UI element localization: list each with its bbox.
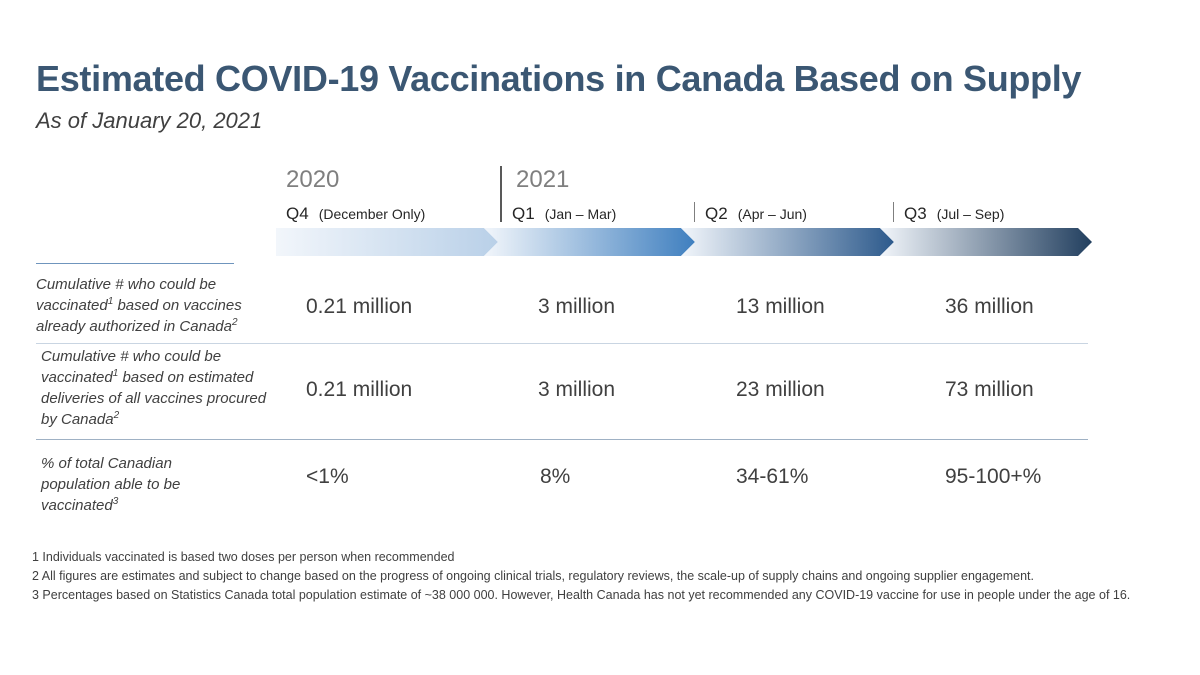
quarter-name: Q1: [512, 204, 535, 223]
quarter-range: (Jul – Sep): [936, 206, 1005, 222]
year-2021-label: 2021: [516, 166, 570, 193]
quarter-name: Q4: [286, 204, 309, 223]
value-cell: 0.21 million: [306, 295, 413, 318]
quarter-range: (Apr – Jun): [737, 206, 807, 222]
value-cell: 95-100+%: [945, 465, 1042, 488]
row-label-text: Cumulative # who could be vaccinated: [36, 276, 217, 314]
footnote-ref: 1: [112, 368, 119, 379]
value-cell: 3 million: [538, 378, 616, 401]
footnote-ref: 2: [113, 410, 120, 421]
timeline-arrows: [276, 228, 1092, 256]
year-divider: [500, 166, 502, 222]
value-cell: <1%: [306, 465, 349, 488]
timeline-arrow-q2: [681, 228, 894, 256]
footnote-ref: 1: [107, 296, 114, 307]
value-cell: 13 million: [736, 295, 825, 318]
quarter-header-q1: Q1 (Jan – Mar): [512, 204, 616, 224]
timeline-arrow-q4: [276, 228, 498, 256]
row-label-text: based on estimated deliveries of all vac…: [41, 369, 267, 428]
quarter-header-q4: Q4 (December Only): [286, 204, 425, 224]
page-title: Estimated COVID-19 Vaccinations in Canad…: [36, 58, 1082, 99]
value-cell: 36 million: [945, 295, 1034, 318]
quarter-header-q2: Q2 (Apr – Jun): [705, 204, 807, 224]
row-label-authorized: Cumulative # who could be vaccinated1 ba…: [36, 274, 268, 337]
timeline-arrow-q3: [880, 228, 1092, 256]
row-divider: [36, 343, 1088, 344]
page-subtitle: As of January 20, 2021: [36, 108, 263, 133]
value-cell: 73 million: [945, 378, 1034, 401]
quarter-header-q3: Q3 (Jul – Sep): [904, 204, 1004, 224]
timeline-arrow-q1: [484, 228, 695, 256]
row-divider: [36, 439, 1088, 440]
quarter-name: Q2: [705, 204, 728, 223]
quarter-range: (Jan – Mar): [544, 206, 617, 222]
value-cell: 8%: [540, 465, 571, 488]
row-label-population: % of total Canadian population able to b…: [41, 453, 241, 516]
row-label-text: Cumulative # who could be vaccinated: [41, 348, 222, 386]
row-label-procured: Cumulative # who could be vaccinated1 ba…: [41, 346, 269, 430]
row-label-text: based on vaccines already authorized in …: [36, 297, 242, 335]
quarter-range: (December Only): [318, 206, 426, 222]
quarter-name: Q3: [904, 204, 927, 223]
footnote-2: 2 All figures are estimates and subject …: [32, 569, 1034, 583]
value-cell: 23 million: [736, 378, 825, 401]
footnote-ref: 3: [112, 496, 119, 507]
year-2020-label: 2020: [286, 166, 340, 193]
quarter-divider-q2: [694, 202, 695, 222]
row-label-text: % of total Canadian population able to b…: [41, 455, 181, 514]
header-underline: [36, 263, 234, 264]
value-cell: 0.21 million: [306, 378, 413, 401]
value-cell: 3 million: [538, 295, 616, 318]
quarter-divider-q3: [893, 202, 894, 222]
footnote-ref: 2: [231, 317, 238, 328]
footnote-3: 3 Percentages based on Statistics Canada…: [32, 588, 1131, 602]
footnote-1: 1 Individuals vaccinated is based two do…: [32, 550, 455, 564]
value-cell: 34-61%: [736, 465, 809, 488]
